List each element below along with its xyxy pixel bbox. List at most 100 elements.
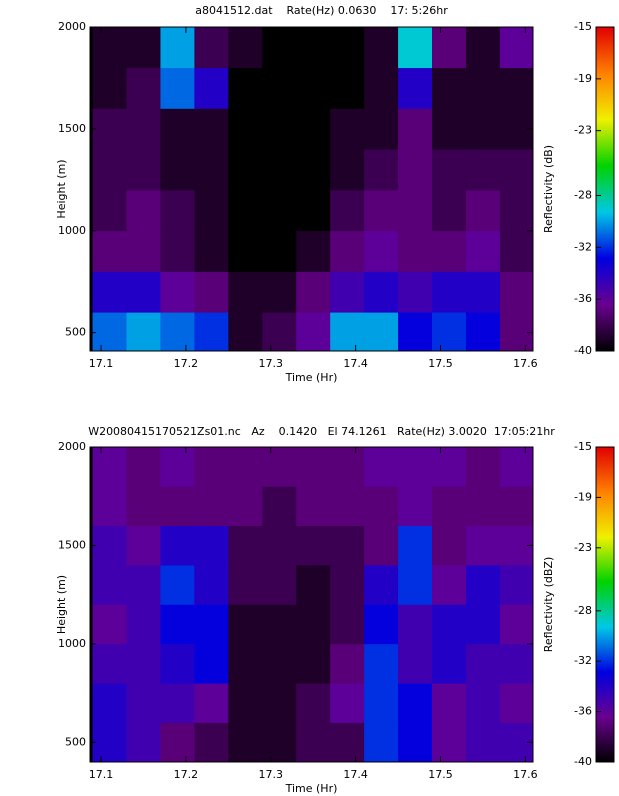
heatmap-cell — [364, 722, 399, 762]
heatmap-cell — [432, 190, 467, 232]
heatmap-cell — [465, 722, 501, 762]
heatmap-cell — [194, 486, 229, 527]
x-tick-label: 17.5 — [428, 357, 453, 370]
x-tick-label: 17.2 — [174, 768, 199, 781]
heatmap-cell — [126, 108, 161, 150]
heatmap-cell — [160, 312, 195, 351]
y-axis-label: Height (m) — [55, 575, 68, 634]
heatmap-cell — [228, 525, 263, 566]
heatmap-cell — [262, 683, 297, 723]
heatmap-cell — [398, 108, 433, 150]
heatmap-cell — [432, 683, 467, 723]
heatmap-cell — [262, 486, 297, 527]
heatmap-cell — [160, 27, 195, 69]
heatmap-cell — [499, 486, 533, 527]
heatmap-cell — [330, 604, 365, 645]
heatmap-cell — [296, 525, 331, 566]
heatmap-cell — [194, 683, 229, 723]
heatmap-cell — [194, 108, 229, 150]
heatmap-cell — [296, 447, 331, 487]
heatmap-cell — [296, 312, 331, 351]
heatmap-cell — [364, 565, 399, 605]
y-axis-label: Height (m) — [55, 159, 68, 218]
heatmap-cell — [194, 643, 229, 684]
heatmap-cell — [262, 722, 297, 762]
heatmap-cell — [228, 312, 263, 351]
heatmap-cell — [126, 230, 161, 272]
heatmap-cell — [330, 230, 365, 272]
heatmap-cell — [160, 683, 195, 723]
x-tick-label: 17.4 — [343, 357, 368, 370]
y-tick-label: 1000 — [58, 637, 86, 650]
heatmap-cell — [160, 525, 195, 566]
heatmap-cell — [364, 312, 399, 351]
heatmap-cell — [330, 565, 365, 605]
heatmap-cell — [228, 722, 263, 762]
heatmap-cell — [194, 565, 229, 605]
heatmap-cell — [228, 149, 263, 191]
colorbar — [595, 26, 615, 352]
colorbar-tick-label: -32 — [574, 654, 592, 667]
heatmap-cell — [499, 27, 533, 69]
heatmap-cell — [194, 27, 229, 69]
heatmap-cell — [432, 643, 467, 684]
heatmap-cell — [126, 190, 161, 232]
chart-title: W20080415170521Zs01.nc Az 0.1420 El 74.1… — [88, 425, 555, 438]
heatmap-cell — [296, 643, 331, 684]
heatmap-cell — [432, 722, 467, 762]
heatmap-cell — [126, 149, 161, 191]
heatmap-cell — [126, 722, 161, 762]
heatmap-cell — [194, 67, 229, 109]
heatmap-cell — [262, 108, 297, 150]
colorbar-tick-label: -40 — [574, 755, 592, 768]
heatmap-cell — [398, 271, 433, 313]
heatmap-cell — [330, 149, 365, 191]
heatmap-cell — [228, 683, 263, 723]
heatmap-cell — [364, 108, 399, 150]
heatmap-cell — [92, 722, 127, 762]
heatmap-cell — [126, 525, 161, 566]
heatmap-cell — [126, 604, 161, 645]
heatmap-cell — [126, 447, 161, 487]
heatmap-cell — [228, 108, 263, 150]
heatmap-cell — [499, 447, 533, 487]
heatmap-cell — [364, 190, 399, 232]
heatmap-cell — [330, 190, 365, 232]
heatmap-cell — [330, 525, 365, 566]
x-tick-label: 17.4 — [343, 768, 368, 781]
heatmap-cell — [228, 271, 263, 313]
colorbar-tick-label: -28 — [574, 188, 592, 201]
heatmap-cell — [92, 271, 127, 313]
heatmap-cell — [364, 149, 399, 191]
heatmap-cell — [465, 149, 501, 191]
colorbar-label: Reflectivity (dB) — [542, 145, 555, 233]
heatmap-cell — [160, 271, 195, 313]
heatmap-cell — [398, 604, 433, 645]
heatmap-cell — [296, 486, 331, 527]
heatmap-cell — [92, 27, 127, 69]
heatmap-cell — [432, 447, 467, 487]
heatmap-cell — [92, 565, 127, 605]
heatmap-cell — [160, 108, 195, 150]
colorbar — [595, 446, 615, 763]
heatmap-cell — [330, 108, 365, 150]
heatmap-cell — [228, 190, 263, 232]
heatmap-cell — [92, 643, 127, 684]
heatmap-cell — [398, 190, 433, 232]
colorbar-tick-label: -23 — [574, 124, 592, 137]
heatmap-cell — [194, 447, 229, 487]
heatmap-cell — [330, 722, 365, 762]
heatmap-cell — [92, 67, 127, 109]
heatmap-cell — [194, 271, 229, 313]
y-tick-label: 1000 — [58, 224, 86, 237]
heatmap-cell — [499, 643, 533, 684]
heatmap-cell — [228, 230, 263, 272]
heatmap-cell — [465, 683, 501, 723]
heatmap-cell — [330, 486, 365, 527]
heatmap-cell — [364, 486, 399, 527]
heatmap-cell — [160, 67, 195, 109]
heatmap-cell — [364, 604, 399, 645]
heatmap-cell — [432, 149, 467, 191]
heatmap-cell — [398, 486, 433, 527]
